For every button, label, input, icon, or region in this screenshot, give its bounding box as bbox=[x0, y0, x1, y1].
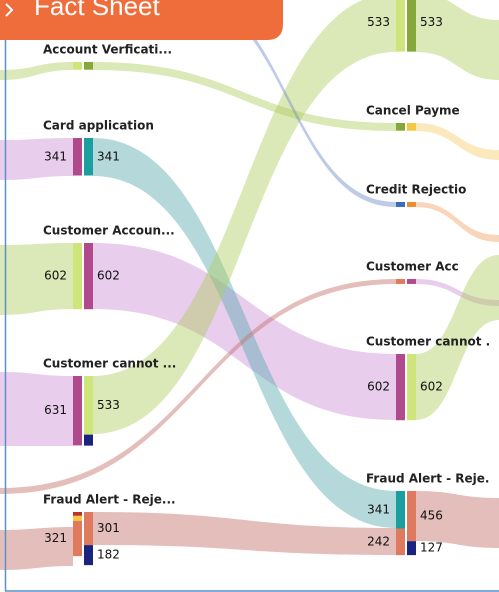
node-value: 631 bbox=[44, 403, 67, 417]
node-value: 533 bbox=[97, 398, 120, 412]
node-bar bbox=[396, 202, 405, 207]
node-value: 341 bbox=[97, 149, 120, 163]
node-value: 533 bbox=[420, 15, 443, 29]
node-bar bbox=[396, 354, 405, 421]
flow bbox=[416, 255, 499, 420]
node-bar bbox=[84, 545, 93, 566]
node-label: Customer cannot . bbox=[366, 335, 490, 349]
node-value: 127 bbox=[420, 541, 443, 555]
chevron-icon bbox=[5, 3, 14, 17]
node-bar bbox=[84, 243, 93, 310]
node-label: Card application bbox=[43, 119, 154, 133]
node-label: Fraud Alert - Reje... bbox=[43, 493, 176, 507]
node-bar bbox=[407, 123, 416, 131]
node-bar bbox=[407, 0, 416, 52]
node-bar bbox=[396, 528, 405, 556]
node-label: Customer Acc bbox=[366, 260, 459, 274]
node-bar bbox=[396, 491, 405, 529]
node-value: 301 bbox=[97, 521, 120, 535]
node-value: 321 bbox=[44, 531, 67, 545]
flow bbox=[93, 243, 396, 420]
node-bar bbox=[407, 202, 416, 207]
node-value: 602 bbox=[367, 380, 390, 394]
node-value: 602 bbox=[420, 380, 443, 394]
flow bbox=[0, 243, 73, 315]
tab-background bbox=[0, 0, 283, 40]
node-bar bbox=[73, 243, 82, 310]
node-bar bbox=[84, 512, 93, 546]
flow bbox=[0, 527, 73, 570]
flow bbox=[0, 279, 396, 494]
flow bbox=[93, 62, 396, 131]
node-label: Customer cannot ... bbox=[43, 357, 176, 371]
node-label: Account Verficati... bbox=[43, 43, 172, 57]
node-bar bbox=[84, 434, 93, 446]
nodes: Account Verficati... Card application 341 3… bbox=[43, 0, 490, 566]
node-value: 456 bbox=[420, 509, 443, 523]
flow bbox=[93, 0, 396, 434]
fact-sheet-tab[interactable]: Fact Sheet bbox=[0, 0, 283, 40]
node-bar bbox=[73, 376, 82, 446]
node-bar bbox=[396, 279, 405, 284]
node-value: 602 bbox=[97, 269, 120, 283]
tab-label: Fact Sheet bbox=[34, 0, 161, 21]
node-label: Customer Accoun... bbox=[43, 224, 175, 238]
node-bar bbox=[73, 512, 82, 516]
flow bbox=[93, 138, 396, 528]
node-label: Credit Rejectio bbox=[366, 183, 466, 197]
flow bbox=[0, 138, 73, 180]
flow bbox=[416, 279, 499, 306]
node-label: Cancel Payme bbox=[366, 104, 460, 118]
flow bbox=[416, 491, 499, 548]
node-bar bbox=[73, 62, 82, 70]
node-value: 182 bbox=[97, 548, 120, 562]
node-bar bbox=[73, 138, 82, 176]
flow bbox=[0, 62, 73, 80]
flow bbox=[93, 512, 396, 555]
flow bbox=[416, 202, 499, 242]
node-bar bbox=[407, 491, 416, 542]
node-label: Fraud Alert - Reje. bbox=[366, 472, 489, 486]
flow bbox=[416, 123, 499, 160]
node-value: 533 bbox=[367, 15, 390, 29]
node-bar bbox=[396, 0, 405, 52]
node-bar bbox=[407, 541, 416, 556]
node-value: 341 bbox=[367, 502, 390, 516]
node-bar bbox=[73, 520, 82, 557]
node-value: 341 bbox=[44, 149, 67, 163]
node-bar bbox=[73, 515, 82, 521]
node-bar bbox=[84, 376, 93, 435]
node-bar bbox=[84, 62, 93, 70]
flows bbox=[0, 0, 499, 570]
flow bbox=[416, 0, 499, 80]
node-value: 242 bbox=[367, 534, 390, 548]
node-bar bbox=[407, 279, 416, 284]
node-bar bbox=[407, 354, 416, 421]
node-bar bbox=[396, 123, 405, 131]
node-value: 602 bbox=[44, 269, 67, 283]
flow bbox=[0, 372, 73, 446]
node-bar bbox=[84, 138, 93, 176]
